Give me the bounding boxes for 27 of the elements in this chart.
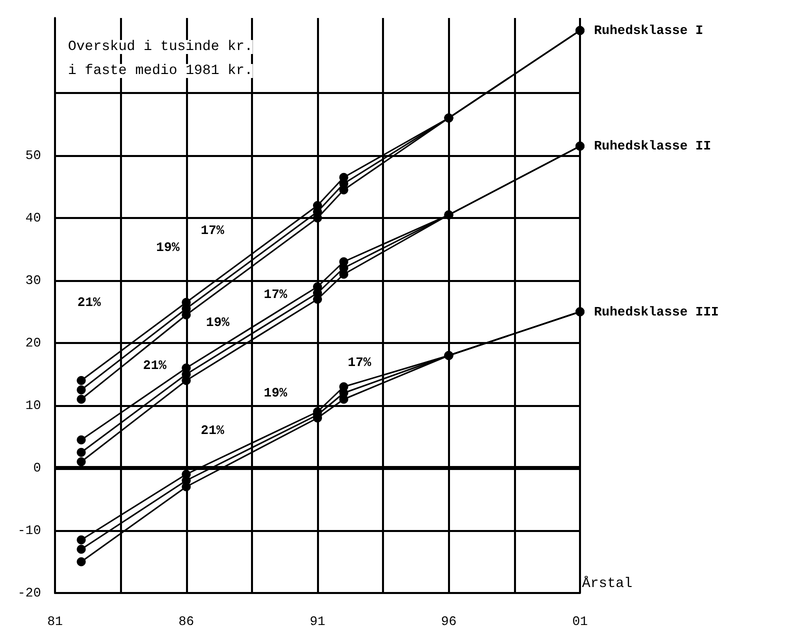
x-tick-label: 91 — [310, 614, 326, 629]
annotation: 21% — [77, 294, 102, 310]
annotation: 19% — [206, 314, 230, 330]
annotation: 19% — [156, 240, 180, 255]
y-tick-label: -10 — [18, 523, 41, 538]
y-tick-label: -20 — [18, 586, 41, 600]
annotation: 17% — [348, 354, 372, 370]
y-axis-title: Overskud i tusinde kr. i faste medio 1981 kr. — [68, 39, 253, 79]
annotation: 19% — [264, 386, 288, 400]
y-tick-label: 20 — [25, 336, 41, 350]
annotation: 17% — [264, 286, 288, 302]
y-tick-label: 40 — [25, 210, 41, 226]
y-tick-label: 30 — [25, 273, 41, 288]
annotation: Ruhedsklasse I — [594, 23, 704, 38]
x-tick-label: 86 — [178, 614, 194, 629]
annotation: 21% — [200, 423, 224, 438]
x-tick-label: 96 — [440, 614, 457, 629]
x-tick-label: 01 — [572, 614, 588, 629]
x-tick-label: 81 — [47, 614, 63, 629]
y-tick-label: 50 — [25, 148, 41, 163]
y-tick-label: 0 — [33, 460, 41, 476]
x-axis-title: Årstal — [582, 575, 632, 592]
y-tick-label: 10 — [25, 398, 41, 413]
annotation: Ruhedsklasse II — [594, 138, 712, 154]
annotation: 17% — [200, 223, 224, 238]
annotation: 21% — [143, 358, 167, 373]
annotation: Ruhedsklasse III — [594, 304, 719, 320]
